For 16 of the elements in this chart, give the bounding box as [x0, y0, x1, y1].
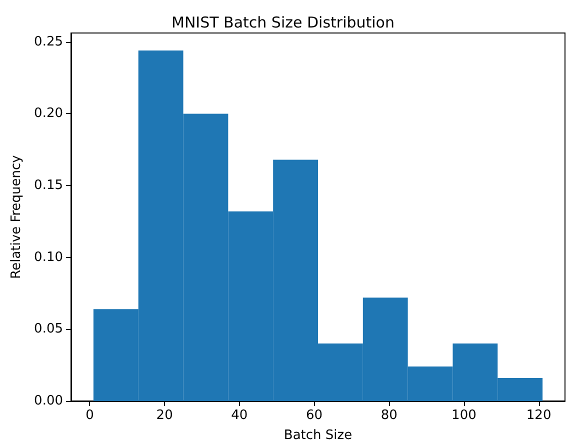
y-axis-title: Relative Frequency — [9, 154, 24, 279]
y-tick-label: 0.10 — [34, 250, 63, 265]
y-tick-label: 0.15 — [34, 178, 63, 194]
x-tick-label: 120 — [526, 408, 552, 423]
x-tick-label: 0 — [86, 408, 94, 423]
x-tick-label: 40 — [231, 408, 248, 423]
x-tick-label: 80 — [380, 408, 398, 423]
x-axis-title: Batch Size — [284, 428, 352, 443]
x-tick-label: 20 — [156, 408, 173, 423]
y-tick-label: 0.25 — [34, 34, 63, 50]
chart-title: MNIST Batch Size Distribution — [172, 14, 394, 32]
y-tick-label: 0.00 — [34, 394, 63, 408]
x-tick-label: 100 — [452, 408, 476, 423]
y-tick-label: 0.20 — [34, 106, 63, 122]
y-tick-label: 0.05 — [34, 322, 63, 337]
x-tick-label: 60 — [306, 408, 323, 423]
